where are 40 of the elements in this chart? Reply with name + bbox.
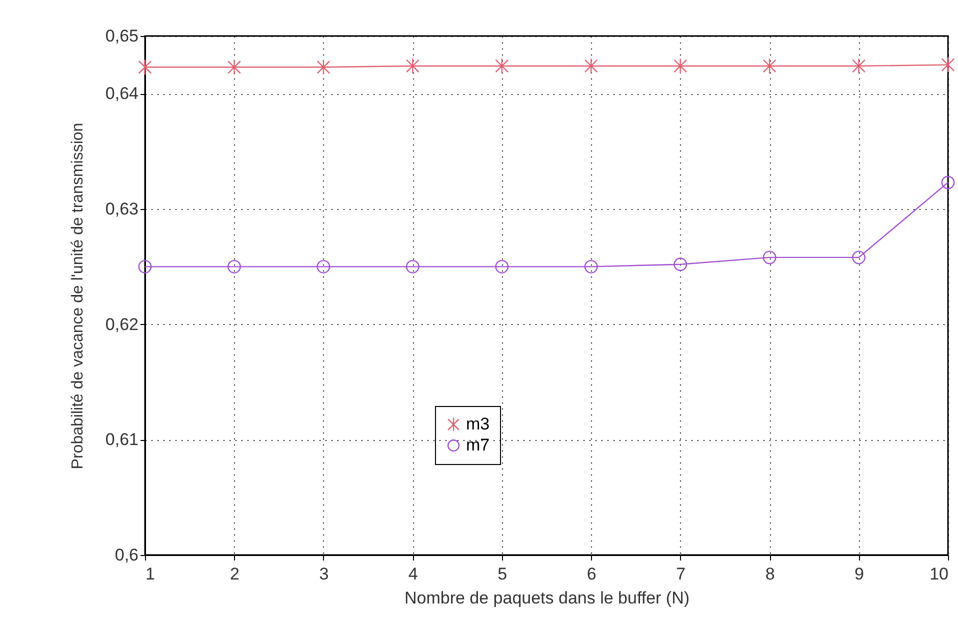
x-tick-label: 10 bbox=[930, 564, 948, 584]
y-tick-label: 0,6 bbox=[114, 546, 138, 564]
point bbox=[495, 58, 509, 74]
point bbox=[674, 58, 688, 74]
point bbox=[852, 58, 866, 74]
y-tick-label: 0,61 bbox=[105, 430, 138, 450]
point bbox=[316, 260, 330, 274]
x-tick-label: 9 bbox=[854, 564, 864, 584]
point bbox=[762, 58, 776, 74]
point bbox=[762, 250, 776, 264]
point bbox=[852, 250, 866, 264]
point bbox=[495, 260, 509, 274]
x-tick-label: 5 bbox=[498, 564, 508, 584]
x-axis-title: Nombre de paquets dans le buffer (N) bbox=[404, 588, 690, 608]
point bbox=[406, 260, 420, 274]
x-tick-label: 4 bbox=[408, 564, 418, 584]
point bbox=[941, 56, 955, 73]
point bbox=[138, 260, 152, 274]
y-tick-label: 0,64 bbox=[105, 84, 138, 104]
x-tick-label: 7 bbox=[676, 564, 686, 584]
point bbox=[584, 58, 598, 74]
point bbox=[941, 176, 955, 190]
point bbox=[138, 59, 152, 76]
point bbox=[316, 59, 330, 76]
x-tick-label: 3 bbox=[319, 564, 329, 584]
x-tick-label: 8 bbox=[765, 564, 775, 584]
point bbox=[228, 260, 241, 274]
x-tick-label: 6 bbox=[586, 564, 596, 584]
point bbox=[674, 258, 688, 272]
y-tick-label: 0,65 bbox=[105, 26, 138, 46]
legend-label: m7 bbox=[466, 436, 490, 454]
point bbox=[584, 260, 598, 274]
y-axis-title: Probabilité de vacance de l'unité de transmission bbox=[69, 122, 86, 470]
legend-label: m3 bbox=[466, 414, 490, 434]
point bbox=[228, 59, 241, 76]
x-tick-label: 1 bbox=[146, 564, 155, 584]
x-tick-label: 2 bbox=[230, 564, 240, 584]
point bbox=[406, 58, 420, 74]
y-tick-label: 0,62 bbox=[105, 314, 138, 334]
y-tick-label: 0,63 bbox=[105, 200, 138, 218]
